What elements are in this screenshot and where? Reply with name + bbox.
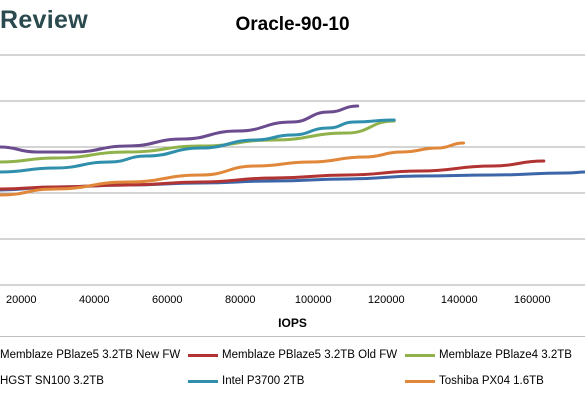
series-line-5 (0, 141, 466, 197)
legend-label: Memblaze PBlaze4 3.2TB (439, 349, 572, 361)
legend-item: HGST SN100 3.2TB (0, 375, 104, 387)
brand-logo-text: Review (0, 6, 88, 34)
legend-swatch (405, 379, 435, 383)
x-tick-label: 80000 (225, 294, 256, 306)
legend-label: HGST SN100 3.2TB (0, 375, 104, 387)
series-line-2 (0, 119, 396, 164)
x-tick-label: 100000 (295, 294, 332, 306)
x-tick-label: 60000 (152, 294, 183, 306)
legend-item: Toshiba PX04 1.6TB (405, 375, 544, 387)
series-line-4 (0, 118, 396, 174)
series-lines (0, 104, 585, 197)
x-tick-labels: 20000 40000 60000 80000 100000 120000 140000 16… (6, 294, 551, 306)
legend-swatch (405, 353, 435, 357)
legend-label: Memblaze PBlaze5 3.2TB New FW (0, 349, 181, 361)
legend-item: Memblaze PBlaze5 3.2TB New FW (0, 349, 180, 361)
x-tick-label: 120000 (368, 294, 405, 306)
legend-item: Memblaze PBlaze4 3.2TB (405, 349, 572, 361)
legend-swatch (188, 353, 218, 357)
x-tick-label: 40000 (79, 294, 110, 306)
legend-label: Toshiba PX04 1.6TB (439, 375, 544, 387)
x-tick-label: 140000 (441, 294, 478, 306)
legend-swatch (188, 379, 218, 383)
chart-title: Oracle-90-10 (235, 14, 350, 35)
legend-item: Memblaze PBlaze5 3.2TB Old FW (188, 349, 397, 361)
legend-label: Intel P3700 2TB (222, 375, 305, 387)
series-line-3 (0, 104, 360, 154)
x-axis-label: IOPS (278, 316, 307, 330)
legend-divider (0, 336, 585, 337)
legend-item: Intel P3700 2TB (188, 375, 304, 387)
gridlines (0, 54, 585, 286)
x-tick-label: 20000 (6, 294, 37, 306)
legend-label: Memblaze PBlaze5 3.2TB Old FW (222, 349, 398, 361)
x-tick-label: 160000 (514, 294, 551, 306)
